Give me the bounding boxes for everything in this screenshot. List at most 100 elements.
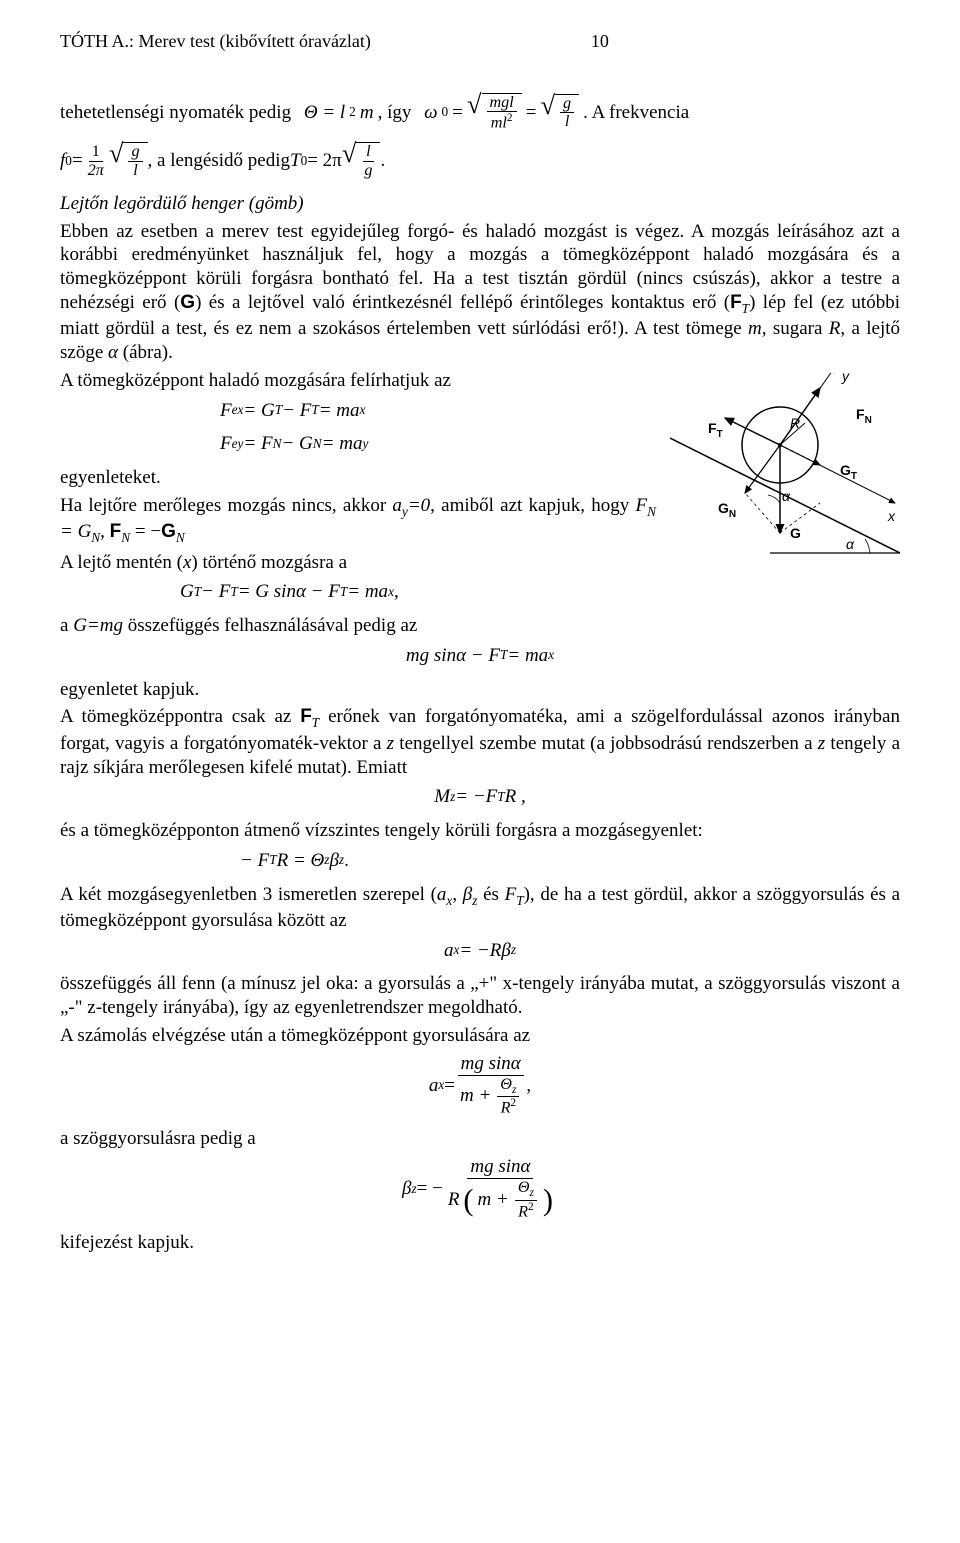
eq-constraint: ax = −Rβz — [60, 939, 900, 963]
and: és — [477, 884, 504, 905]
minus: − G — [281, 432, 312, 456]
num: mg sinα — [467, 1157, 533, 1179]
T: T — [290, 149, 301, 173]
eq: = − — [130, 521, 161, 542]
sub: N — [273, 436, 282, 453]
eq: = ma — [507, 644, 548, 668]
sub: 0 — [301, 153, 308, 170]
eq: = F — [243, 432, 272, 456]
theta: Θ — [518, 1179, 530, 1196]
sup: 2 — [349, 104, 356, 121]
p14: kifejezést kapjuk. — [60, 1231, 900, 1255]
svg-text:G: G — [790, 525, 801, 541]
beta: β — [329, 849, 338, 873]
eq: = — [452, 101, 463, 125]
vecF: F — [300, 706, 312, 727]
F: F — [220, 432, 232, 456]
beta: β — [463, 884, 472, 905]
sub: z — [511, 942, 516, 959]
sub: ex — [232, 402, 244, 419]
vec-F: F — [730, 292, 742, 313]
p7: egyenletet kapjuk. — [60, 678, 900, 702]
text: (ábra). — [118, 342, 173, 363]
sup: 2 — [510, 1097, 516, 1109]
text: A lejtő mentén ( — [60, 552, 183, 573]
header-author: TÓTH A.: Merev test (kibővített óravázla… — [60, 30, 371, 53]
eq-rotation: − FT R = Θz βz . — [60, 849, 900, 873]
sub: 0 — [442, 104, 449, 121]
eq: R = Θ — [277, 849, 325, 873]
dot: . — [344, 849, 349, 873]
sub: T — [230, 584, 237, 601]
a: a — [392, 495, 402, 516]
sup: 2 — [528, 1201, 534, 1213]
eq: = − — [417, 1177, 443, 1201]
eq: = −Rβ — [459, 939, 510, 963]
a: a — [437, 884, 447, 905]
sub: T — [497, 789, 504, 806]
svg-text:α: α — [782, 488, 791, 504]
text: összefüggés felhasználásával pedig az — [123, 615, 417, 636]
Gmg: G=mg — [73, 615, 123, 636]
eq: = — [526, 101, 537, 125]
eq: = G — [243, 399, 274, 423]
z: z — [387, 733, 394, 754]
sub: T — [269, 852, 276, 869]
eq-ax-result: ax = mg sinα m + ΘzR2 , — [60, 1054, 900, 1118]
eq: = ma — [319, 399, 360, 423]
var-alpha: α — [108, 342, 118, 363]
sub: N — [176, 530, 185, 545]
den: g — [361, 162, 375, 180]
comma: , — [526, 1074, 531, 1098]
sub: T — [311, 402, 318, 419]
comma: , — [394, 580, 399, 604]
p8: A tömegközéppontra csak az FT erőnek van… — [60, 705, 900, 779]
text: . — [380, 149, 385, 173]
p9: és a tömegközépponton átmenő vízszintes … — [60, 819, 900, 843]
sub: T — [742, 301, 749, 316]
F: F — [636, 495, 648, 516]
p6: a G=mg összefüggés felhasználásával pedi… — [60, 614, 900, 638]
sub: T — [500, 647, 507, 664]
eq: = G — [60, 521, 91, 542]
sub: y — [362, 436, 368, 453]
eq: Θ = l — [304, 101, 345, 125]
m: m + — [460, 1086, 491, 1107]
M: M — [434, 785, 450, 809]
text: Ha lejtőre merőleges mozgás nincs, akkor — [60, 495, 392, 516]
num: mgl — [487, 94, 517, 113]
eq: =0 — [408, 495, 430, 516]
text: tehetetlenségi nyomaték pedig — [60, 101, 291, 125]
comma: , — [100, 521, 110, 542]
den: 2π — [85, 162, 107, 180]
svg-text:FN: FN — [856, 406, 872, 426]
svg-text:FT: FT — [708, 420, 723, 440]
svg-text:x: x — [887, 508, 896, 524]
p11: összefüggés áll fenn (a mínusz jel oka: … — [60, 972, 900, 1020]
theta: Θ — [500, 1076, 512, 1093]
eq: = G sinα − F — [238, 580, 340, 604]
num: 1 — [89, 143, 103, 162]
text: , a lengésidő pedig — [148, 149, 290, 173]
minus: − F — [201, 580, 230, 604]
vecF: F — [110, 521, 122, 542]
sub: N — [313, 436, 322, 453]
text: A két mozgásegyenletben 3 ismeretlen sze… — [60, 884, 437, 905]
R: R , — [505, 785, 526, 809]
svg-text:y: y — [841, 373, 850, 384]
vecG: G — [161, 521, 176, 542]
den: l — [562, 113, 573, 131]
svg-text:α: α — [846, 536, 855, 552]
svg-text:GN: GN — [718, 500, 736, 520]
eq-freq-period: f0 = 12π √gl , a lengésidő pedig T0 = 2π… — [60, 142, 900, 180]
eq: = 2π — [307, 149, 342, 173]
num: g — [128, 143, 142, 162]
eq-Fex: Fex = GT − FT = max — [60, 399, 656, 423]
text: . A frekvencia — [583, 101, 689, 125]
text: a — [60, 615, 73, 636]
var-m: m — [748, 318, 762, 339]
header-pagenum: 10 — [591, 30, 609, 53]
eq-Mz: Mz = −FT R , — [60, 785, 900, 809]
text: ) és a lejtővel való érintkezésnél fellé… — [195, 292, 730, 313]
text: , sugara — [762, 318, 829, 339]
